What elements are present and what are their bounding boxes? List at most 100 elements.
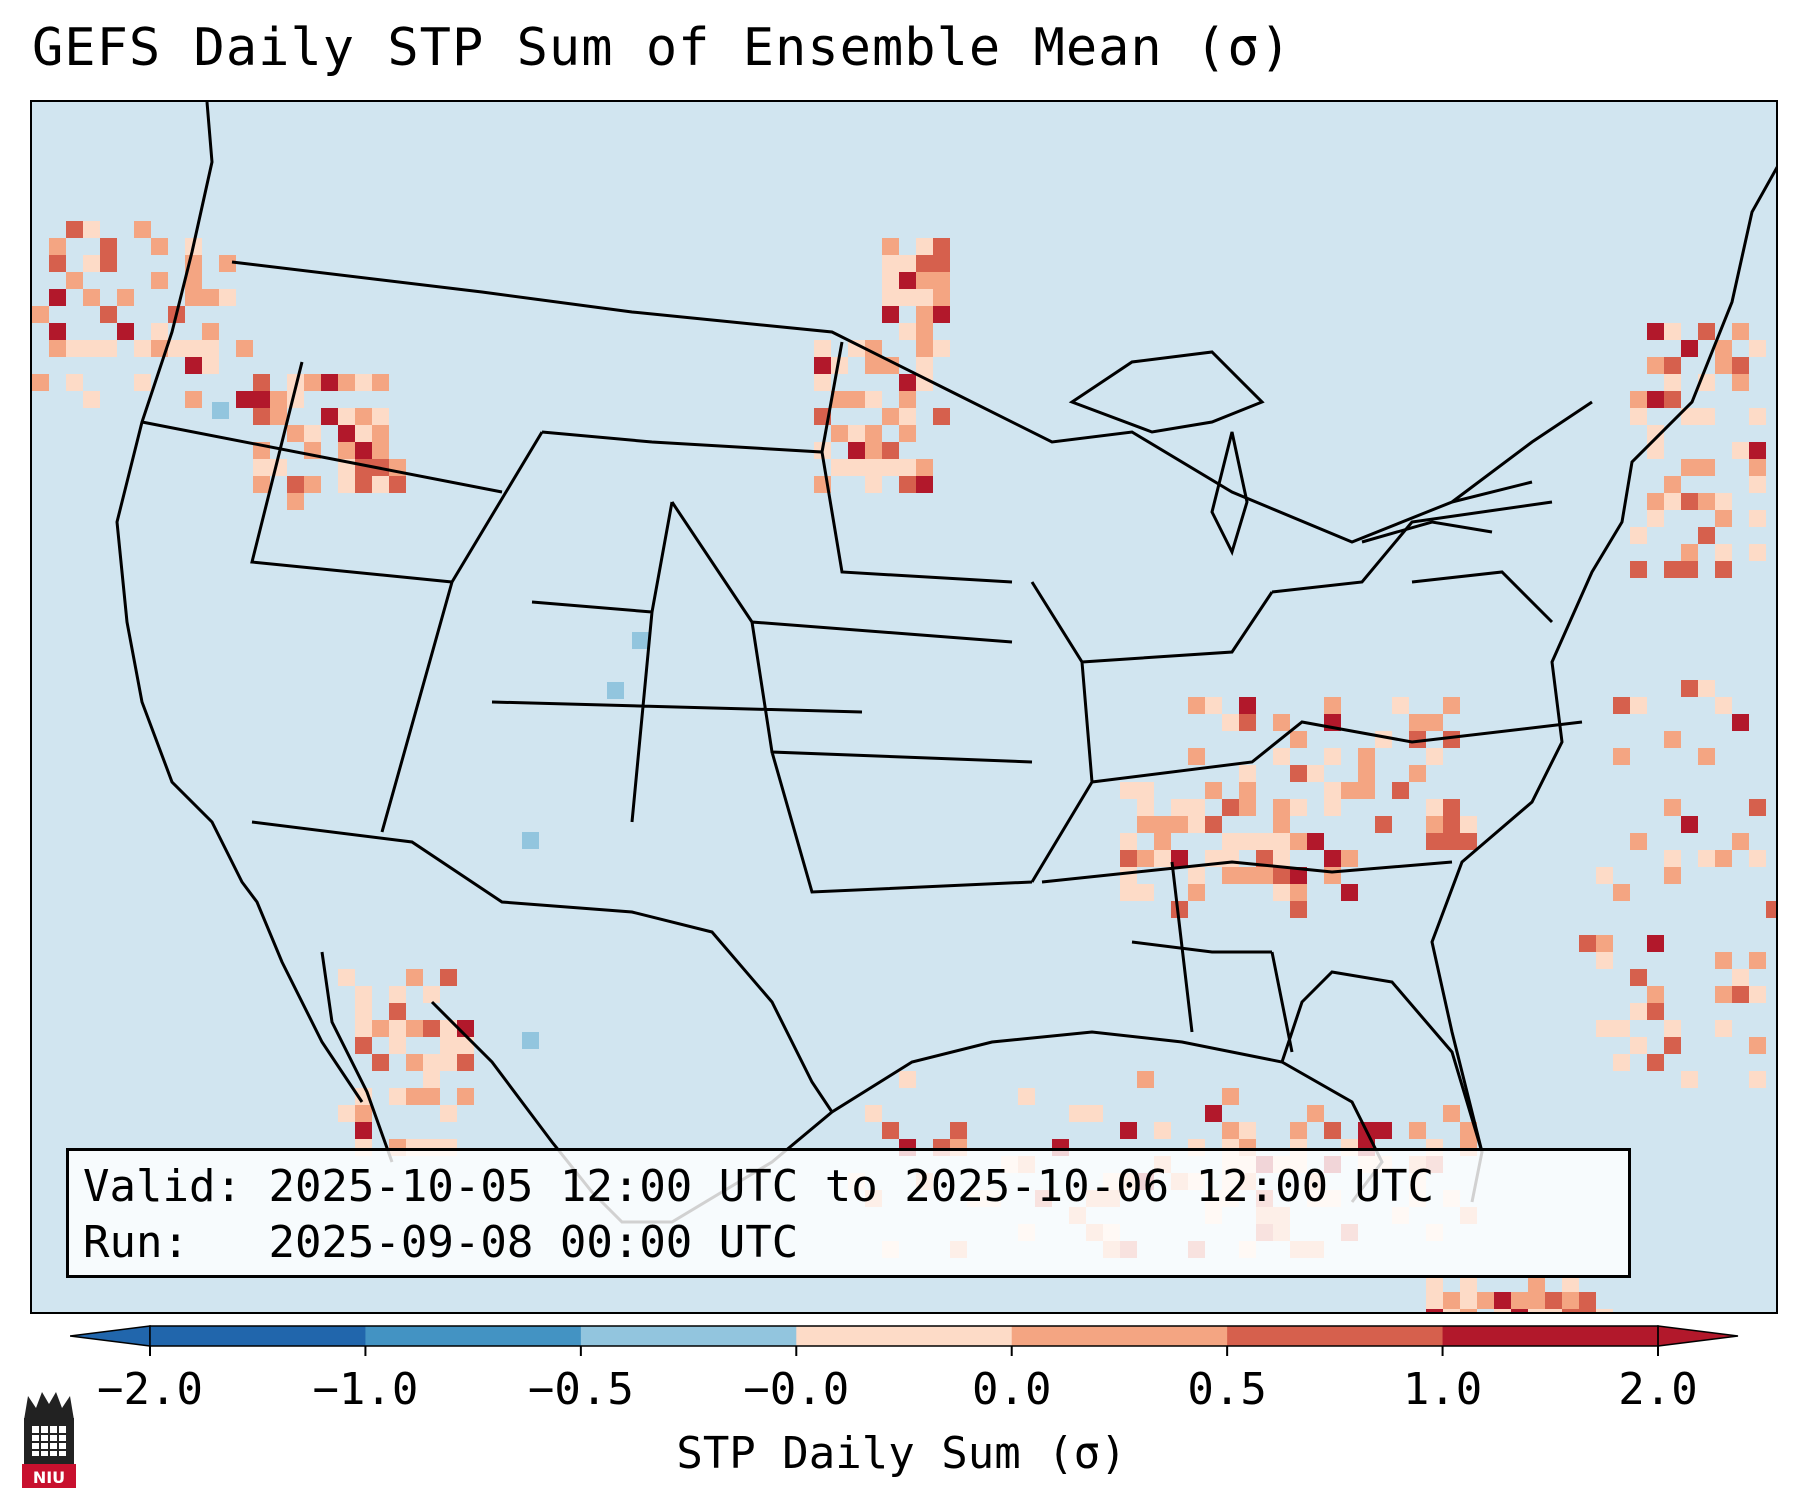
stp-cell (882, 459, 899, 476)
logo-text: NIU (33, 1468, 65, 1487)
stp-cell (100, 306, 117, 323)
stp-cell (1698, 459, 1715, 476)
stp-cell (882, 408, 899, 425)
stp-cell (49, 238, 66, 255)
stp-cell (1273, 884, 1290, 901)
stp-cell (1256, 833, 1273, 850)
stp-cell (882, 306, 899, 323)
stp-cell (1154, 850, 1171, 867)
stp-cell (1324, 850, 1341, 867)
stp-cell (1137, 884, 1154, 901)
stp-cell (389, 1003, 406, 1020)
run-label: Run: (83, 1217, 189, 1268)
colorbar-segment (796, 1326, 1013, 1346)
stp-cell (372, 374, 389, 391)
stp-cell (632, 632, 649, 649)
stp-cell (1630, 969, 1647, 986)
stp-cell (1222, 1088, 1239, 1105)
stp-cell (1307, 765, 1324, 782)
stp-cell (49, 289, 66, 306)
stp-cell (1460, 1275, 1477, 1292)
stp-cell (1647, 442, 1664, 459)
stp-cell (304, 374, 321, 391)
colorbar-frame (149, 1325, 1659, 1347)
stp-cell (304, 425, 321, 442)
stp-cell (1562, 1275, 1579, 1292)
stp-cell (865, 340, 882, 357)
stp-cell (1681, 1071, 1698, 1088)
east-coast-line (1430, 166, 1776, 1153)
stp-cell (1647, 493, 1664, 510)
stp-cell (950, 1122, 967, 1139)
stp-cell (338, 1105, 355, 1122)
stp-cell (372, 1020, 389, 1037)
stp-cell (1511, 1309, 1528, 1312)
stp-cell (236, 340, 253, 357)
stp-cell (1528, 1309, 1545, 1312)
stp-cell (1205, 816, 1222, 833)
stp-cell (287, 493, 304, 510)
stp-cell (1188, 816, 1205, 833)
stp-cell (916, 238, 933, 255)
stp-cell (202, 323, 219, 340)
stp-cell (1120, 867, 1137, 884)
stp-cell (1222, 833, 1239, 850)
stp-cell (916, 306, 933, 323)
stp-cell (1443, 1292, 1460, 1309)
stp-cell (522, 1032, 539, 1049)
stp-cell (185, 340, 202, 357)
stp-cell (1664, 731, 1681, 748)
stp-cell (1715, 986, 1732, 1003)
stp-cell (1273, 816, 1290, 833)
stp-cell (1596, 1309, 1613, 1312)
stp-cell (1426, 1275, 1443, 1292)
stp-cell (83, 391, 100, 408)
stp-cell (1239, 697, 1256, 714)
stp-cell (372, 1054, 389, 1071)
stp-cell (1749, 544, 1766, 561)
stp-cell (389, 986, 406, 1003)
stp-cell (1273, 833, 1290, 850)
stp-cell (1477, 1292, 1494, 1309)
stp-cell (1732, 323, 1749, 340)
stp-cell (831, 391, 848, 408)
stp-cell (457, 1088, 474, 1105)
stp-cell (287, 476, 304, 493)
stp-cell (1613, 1054, 1630, 1071)
stp-cell (355, 986, 372, 1003)
stp-cell (1596, 1020, 1613, 1037)
stp-cell (1698, 493, 1715, 510)
stp-cell (1171, 850, 1188, 867)
stp-cell (1681, 680, 1698, 697)
stp-cell (865, 459, 882, 476)
stp-cell (1409, 1122, 1426, 1139)
stp-cell (1409, 765, 1426, 782)
stp-cell (219, 255, 236, 272)
stp-cell (338, 408, 355, 425)
stp-cell (440, 1105, 457, 1122)
stp-cell (1647, 510, 1664, 527)
stp-cell (1562, 1292, 1579, 1309)
stp-cell (1715, 1020, 1732, 1037)
stp-cell (882, 238, 899, 255)
stp-cell (100, 340, 117, 357)
stp-cell (1579, 935, 1596, 952)
stp-cell (1341, 850, 1358, 867)
stp-cell (1749, 1071, 1766, 1088)
state-lines (141, 341, 1583, 1053)
baja-line (320, 951, 394, 1163)
stp-cell (899, 255, 916, 272)
stp-cell (1681, 816, 1698, 833)
stp-cell (1596, 952, 1613, 969)
stp-cell (202, 289, 219, 306)
map-panel (30, 100, 1778, 1314)
stp-cell (1647, 357, 1664, 374)
stp-cell (882, 289, 899, 306)
colorbar-tick-label: 0.0 (971, 1364, 1052, 1415)
stp-cell (372, 408, 389, 425)
stp-cell (1460, 816, 1477, 833)
stp-cell (1460, 833, 1477, 850)
stp-cell (916, 323, 933, 340)
stp-cell (933, 238, 950, 255)
stp-cell (1222, 850, 1239, 867)
